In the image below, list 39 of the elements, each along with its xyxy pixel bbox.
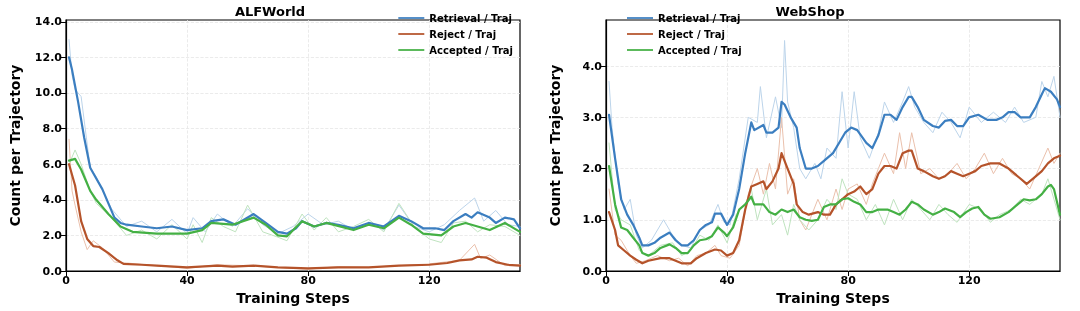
x-tick-label: 40 xyxy=(179,274,196,287)
x-tick-label: 0 xyxy=(602,274,611,287)
y-tick-label: 0.0 xyxy=(42,264,63,278)
chart-title: WebShop xyxy=(775,4,845,19)
x-axis-title: Training Steps xyxy=(236,290,350,306)
y-tick-label: 14.0 xyxy=(34,15,63,29)
y-tick-label: 2.0 xyxy=(42,228,63,242)
x-tick-label: 120 xyxy=(957,274,982,287)
y-tick-label: 2.0 xyxy=(582,162,603,176)
y-tick-label: 10.0 xyxy=(34,86,63,100)
line-series xyxy=(607,87,1062,247)
x-tick-label: 120 xyxy=(417,274,442,287)
legend-label: Reject / Traj xyxy=(429,28,497,40)
y-tick-label: 12.0 xyxy=(34,50,63,64)
x-tick-label: 0 xyxy=(62,274,71,287)
y-tick-label: 8.0 xyxy=(42,122,63,136)
legend-label: Retrieval / Traj xyxy=(429,12,512,24)
line-series xyxy=(68,149,521,244)
y-tick-label: 1.0 xyxy=(582,213,603,227)
chart-title: ALFWorld xyxy=(234,4,306,19)
line-series xyxy=(67,157,522,238)
x-tick-label: 80 xyxy=(300,274,317,287)
line-series xyxy=(608,39,1061,249)
y-axis-title: Count per Trajectory xyxy=(547,64,563,227)
legend-label: Retrieval / Traj xyxy=(658,12,741,24)
line-series xyxy=(607,164,1062,257)
legend-label: Reject / Traj xyxy=(658,28,725,40)
line-series xyxy=(608,116,1061,267)
y-tick-label: 3.0 xyxy=(582,110,603,124)
y-tick-label: 6.0 xyxy=(42,157,63,171)
x-tick-label: 40 xyxy=(719,274,736,287)
y-tick-label: 4.0 xyxy=(42,193,63,207)
x-axis-title: Training Steps xyxy=(776,290,890,306)
x-tick-label: 80 xyxy=(840,274,857,287)
y-tick-label: 0.0 xyxy=(582,264,603,278)
y-axis-title: Count per Trajectory xyxy=(7,64,23,227)
legend-label: Accepted / Traj xyxy=(429,44,513,56)
y-tick-label: 4.0 xyxy=(582,59,603,73)
legend-label: Accepted / Traj xyxy=(658,44,742,56)
